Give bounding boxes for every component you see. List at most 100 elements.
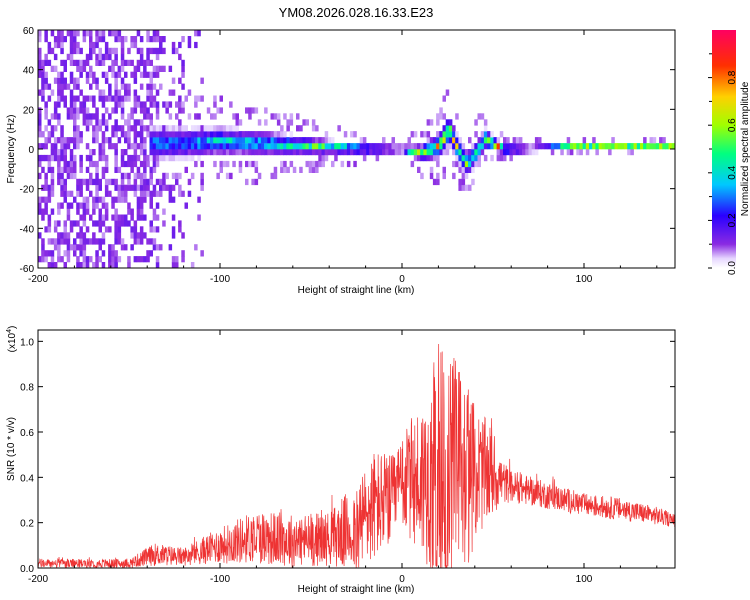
spectrogram-cell xyxy=(445,149,450,156)
spectrogram-cell xyxy=(662,143,666,150)
spectrogram-cell xyxy=(133,256,138,263)
spectrogram-cell xyxy=(50,238,55,245)
spectrogram-cell xyxy=(47,262,52,268)
spectrogram-cell xyxy=(53,113,58,120)
spectrogram-cell xyxy=(47,119,52,126)
spectrogram-cell xyxy=(213,113,217,120)
spectrogram-cell xyxy=(171,232,176,239)
spectrogram-cell xyxy=(41,184,45,191)
spectrogram-cell xyxy=(76,77,80,84)
spectrogram-cell xyxy=(41,244,45,251)
spectrogram-cell xyxy=(194,30,198,37)
spectrogram-cell xyxy=(79,250,83,257)
spectrogram-cell xyxy=(114,83,118,90)
spectrogram-cell xyxy=(146,125,150,132)
spectrogram-cell xyxy=(289,160,294,168)
spectrogram-cell xyxy=(331,160,335,168)
spectrogram-cell xyxy=(146,256,150,263)
spectrogram-cell xyxy=(171,214,176,221)
spectrogram-cell xyxy=(152,214,157,221)
spectrogram-cell xyxy=(429,119,434,126)
spectrogram-cell xyxy=(283,143,287,150)
spectrogram-cell xyxy=(69,160,74,168)
spectrogram-cell xyxy=(299,143,303,150)
spectrogram-cell xyxy=(79,232,83,239)
spectrogram-cell xyxy=(85,95,90,102)
spectrogram-cells xyxy=(38,30,675,268)
spectrogram-cell xyxy=(493,137,497,144)
spectrogram-cell xyxy=(248,143,252,150)
spectrogram-cell xyxy=(117,71,122,78)
spectrogram-cell xyxy=(210,125,214,132)
spectrogram-cell xyxy=(101,101,106,108)
spectrogram-cell xyxy=(66,244,71,251)
spectrogram-cell xyxy=(57,166,61,173)
spectrogram-cell xyxy=(181,250,185,257)
spectrogram-cell xyxy=(63,36,67,43)
spectrogram-cell xyxy=(66,143,71,150)
spectrogram-cell xyxy=(95,178,99,186)
spectrogram-cell xyxy=(149,166,153,173)
spectrogram-cell xyxy=(101,202,106,209)
colorbar: 0.00.20.40.60.8 Normalized spectral ampl… xyxy=(708,30,750,275)
spectrogram-cell xyxy=(671,143,675,150)
spectrogram-cell xyxy=(73,47,77,55)
spectrogram-cell xyxy=(146,160,150,168)
spectrogram-cell xyxy=(120,154,125,162)
spectrogram-cell xyxy=(477,113,481,120)
spectrogram-cell xyxy=(69,149,74,156)
spectrogram-cell xyxy=(155,137,160,144)
spectrogram-cell xyxy=(343,143,348,150)
spectrogram-cell xyxy=(139,71,144,78)
spectrogram-cell xyxy=(340,143,345,150)
spectrogram-cell xyxy=(76,131,80,138)
spectrogram-cell xyxy=(152,95,157,102)
spectrogram-cell xyxy=(152,125,157,132)
spectrogram-cell xyxy=(184,154,188,162)
spectrogram-cell xyxy=(636,143,641,150)
spectrogram-cell xyxy=(57,154,61,162)
spectrogram-cell xyxy=(225,137,230,144)
spectrogram-cell xyxy=(127,95,131,102)
spectrogram-cell xyxy=(133,77,138,84)
spectrogram-cell xyxy=(213,125,217,132)
spectrogram-cell xyxy=(273,143,278,150)
spectrogram-cell xyxy=(426,143,431,150)
spectrogram-cell xyxy=(401,149,405,156)
spectrogram-cell xyxy=(66,113,71,120)
spectrogram-cell xyxy=(171,89,176,96)
spectrogram-cell xyxy=(254,143,259,150)
spectrogram-cell xyxy=(130,107,134,114)
spectrogram-cell xyxy=(69,36,74,43)
spectrogram-cell xyxy=(95,131,99,138)
spectrogram-cell xyxy=(57,172,61,180)
spectrogram-cell xyxy=(515,137,520,144)
spectrogram-cell xyxy=(124,83,128,90)
spectrogram-cell xyxy=(289,137,294,144)
spectrogram-cell xyxy=(194,149,198,156)
spectrogram-cell xyxy=(254,160,259,168)
spectrogram-cell xyxy=(229,172,233,180)
spectrogram-cell xyxy=(248,137,252,144)
spectrogram-cell xyxy=(270,143,274,150)
spectrogram-cell xyxy=(108,262,112,268)
spectrogram-cell xyxy=(168,196,173,203)
spectrogram-cell xyxy=(668,143,673,150)
spectrogram-cell xyxy=(178,77,182,84)
spectrogram-cell xyxy=(66,137,71,144)
spectrogram-cell xyxy=(155,202,160,209)
spectrogram-cell xyxy=(101,154,106,162)
spectrogram-cell xyxy=(318,160,322,168)
spectrogram-cell xyxy=(117,190,122,197)
spectrogram-cell xyxy=(82,262,87,268)
spectrogram-cell xyxy=(79,244,83,251)
spectrogram-cell xyxy=(73,119,77,126)
spectrogram-cell xyxy=(85,256,90,263)
spectrogram-cell xyxy=(260,143,265,150)
spectrogram-cell xyxy=(159,143,163,150)
spectrogram-cell xyxy=(194,160,198,168)
spectrogram-cell xyxy=(273,172,278,180)
spectrogram-cell xyxy=(461,166,466,173)
spectrogram-cell xyxy=(155,160,160,168)
spectrogram-cell xyxy=(69,113,74,120)
